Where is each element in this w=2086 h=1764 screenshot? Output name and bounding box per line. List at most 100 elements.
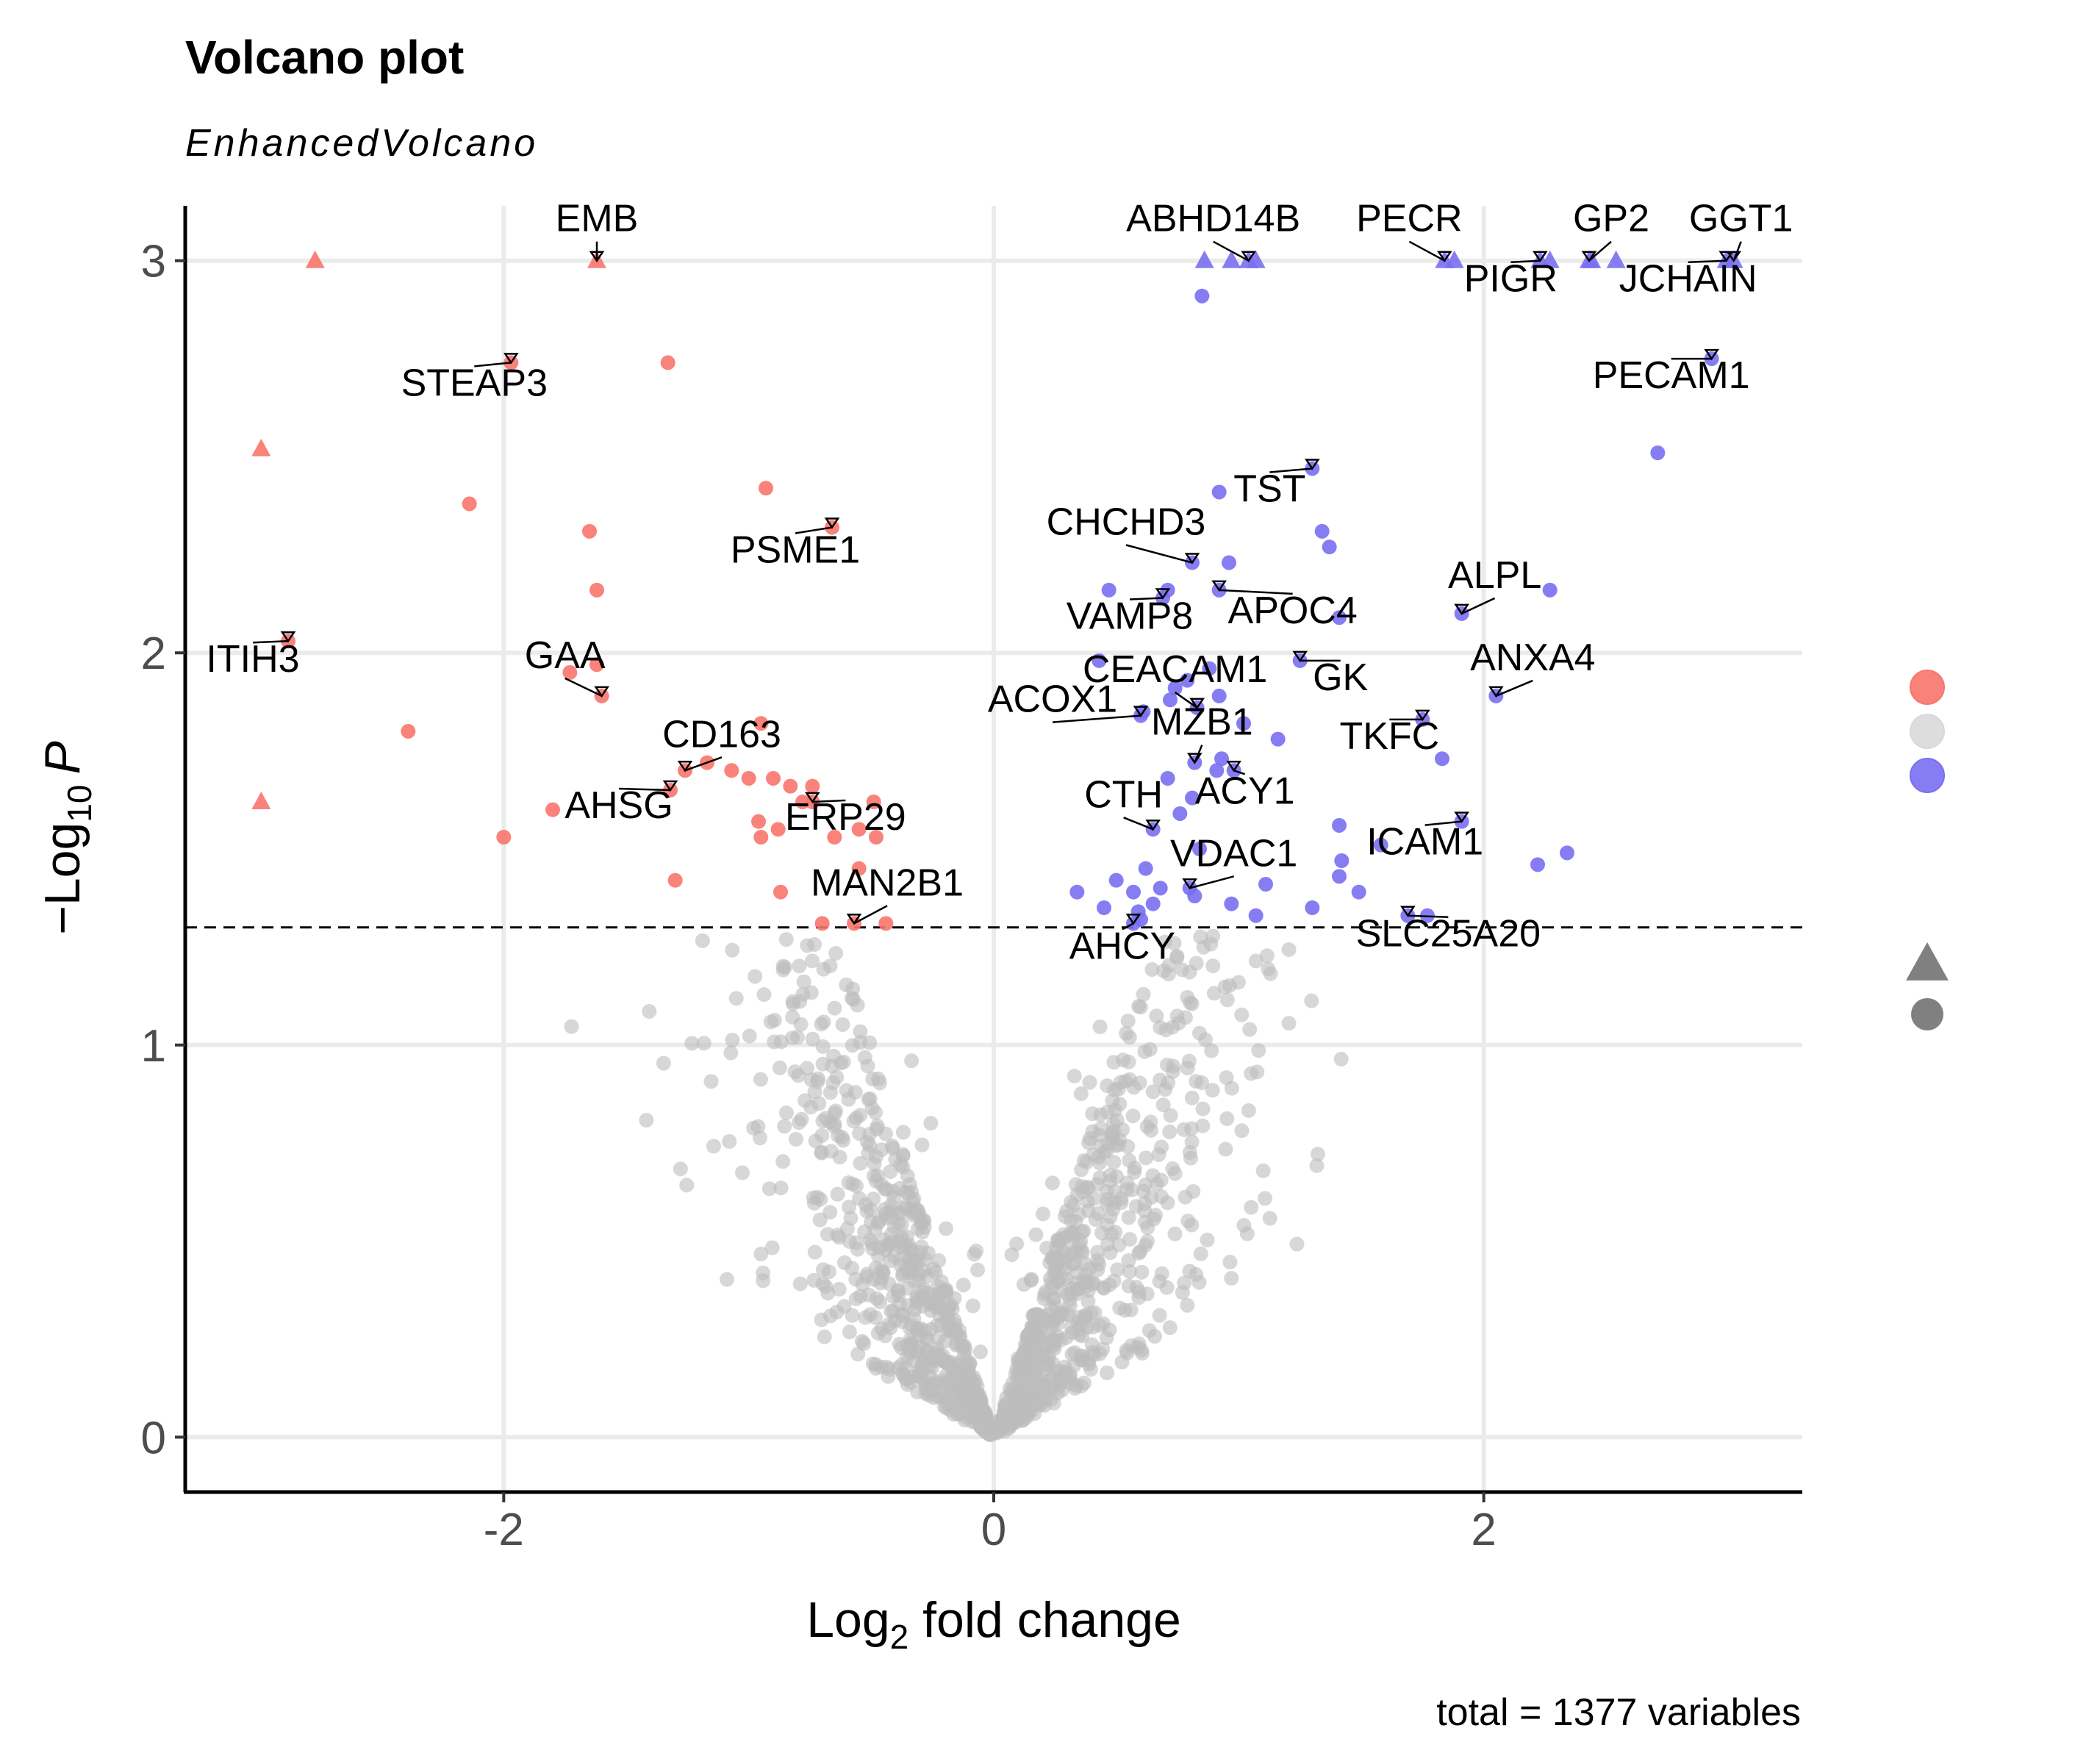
ns-point (1193, 1246, 1208, 1261)
x-tick-label: 0 (981, 1505, 1006, 1555)
ns-point (761, 1181, 777, 1197)
ns-point (822, 1205, 838, 1220)
ns-point (845, 1308, 860, 1323)
ns-point (852, 1191, 867, 1206)
ns-point (1028, 1227, 1044, 1242)
ns-point (835, 1017, 850, 1032)
ns-point (923, 1303, 939, 1319)
label-connector (1588, 240, 1612, 262)
up-point (1153, 881, 1168, 896)
ns-point (1205, 928, 1221, 944)
ns-point (1241, 1102, 1256, 1118)
ns-point (1281, 942, 1297, 958)
down-point (562, 664, 578, 680)
ns-point (1106, 1155, 1122, 1170)
down-point (751, 814, 766, 829)
ns-point (1100, 1236, 1115, 1252)
label-connector (1125, 544, 1193, 564)
up-point (1435, 751, 1449, 767)
ns-point (753, 1072, 768, 1087)
ns-point (925, 1261, 941, 1277)
ns-point (1262, 1211, 1277, 1226)
ns-point (1119, 1343, 1134, 1358)
gene-label: STEAP3 (401, 362, 548, 404)
label-arrowhead (846, 914, 862, 925)
ns-point (1073, 1086, 1089, 1102)
down-point (753, 716, 769, 731)
ns-point (870, 1325, 886, 1341)
ns-point (885, 1140, 900, 1155)
ns-point (1092, 1318, 1107, 1333)
ns-point (948, 1327, 964, 1342)
gene-label: ANXA4 (1470, 637, 1596, 679)
label-arrowhead (1414, 709, 1430, 722)
gene-label: MZB1 (1151, 701, 1253, 744)
label-connector (1233, 770, 1246, 775)
gene-label: GP2 (1573, 198, 1649, 240)
ns-point (1134, 1264, 1150, 1280)
ns-point (806, 1190, 821, 1205)
ns-point (773, 1180, 789, 1196)
label-connector (684, 756, 723, 772)
up-point (1530, 857, 1545, 872)
label-arrowhead (804, 792, 820, 804)
ns-point (1248, 953, 1264, 969)
down-point (667, 872, 683, 888)
ns-point (872, 1294, 888, 1310)
ns-point (753, 1247, 769, 1262)
ns-point (969, 1243, 984, 1258)
ns-point (878, 1206, 893, 1222)
label-connector (1510, 259, 1541, 263)
ns-point (1219, 1111, 1235, 1126)
ns-point (1184, 1121, 1200, 1136)
ns-point (1206, 986, 1222, 1001)
down-point (869, 829, 883, 845)
ns-point (897, 1198, 913, 1213)
gene-label: PECR (1356, 198, 1462, 240)
label-arrowhead (1304, 459, 1320, 470)
ns-point (794, 1111, 809, 1127)
ns-point (1145, 1084, 1161, 1100)
ns-point (845, 1038, 860, 1053)
ns-point (931, 1286, 946, 1302)
ns-point (868, 1174, 883, 1189)
ns-point (1106, 1055, 1122, 1070)
ns-point (1048, 1333, 1064, 1348)
ns-point (970, 1262, 986, 1277)
ns-point (1048, 1260, 1064, 1275)
label-connector (1408, 240, 1445, 262)
up-point (1258, 877, 1273, 892)
ns-point (696, 1036, 712, 1051)
ns-point (883, 1164, 898, 1180)
label-connector (1424, 820, 1462, 826)
ns-point (821, 1264, 836, 1280)
ns-point (1009, 1236, 1025, 1252)
label-arrowhead (594, 686, 610, 698)
ns-point (1144, 962, 1160, 978)
label-arrowhead (1399, 906, 1416, 917)
ns-point (1184, 1090, 1200, 1105)
down-point (773, 884, 788, 900)
ns-point (803, 985, 819, 1000)
up-point (1270, 731, 1286, 747)
ns-point (822, 958, 838, 974)
ns-point (777, 1119, 792, 1134)
ns-point (836, 1255, 852, 1270)
ns-point (1194, 1075, 1209, 1091)
ns-point (1152, 1308, 1167, 1323)
ns-point (868, 1149, 883, 1164)
ns-point (864, 1214, 879, 1230)
ns-point (811, 1096, 827, 1111)
ns-point (972, 1388, 987, 1403)
ns-point (939, 1377, 954, 1393)
ns-point (1310, 1147, 1325, 1162)
ns-point (1109, 1169, 1125, 1184)
gene-label: PIGR (1464, 258, 1558, 301)
ns-point (831, 1282, 847, 1297)
ns-point (1200, 1233, 1215, 1248)
ns-point (1102, 1277, 1117, 1293)
label-connector (1269, 467, 1313, 473)
ns-point (936, 1354, 952, 1369)
ns-point (1050, 1273, 1065, 1288)
ns-point (1183, 1150, 1198, 1166)
